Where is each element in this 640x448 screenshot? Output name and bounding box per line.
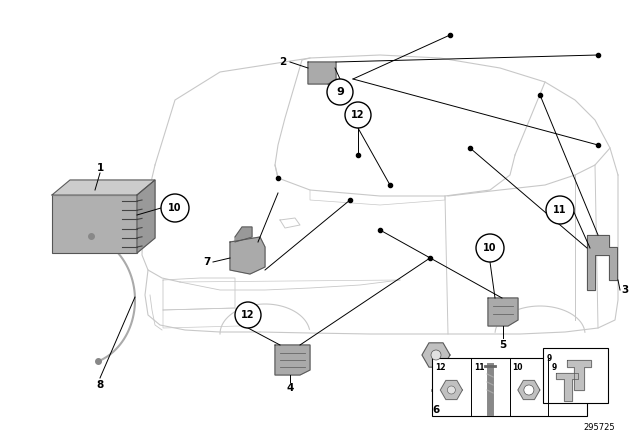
Circle shape bbox=[431, 350, 441, 360]
Text: 10: 10 bbox=[168, 203, 182, 213]
Polygon shape bbox=[137, 180, 155, 253]
Circle shape bbox=[345, 102, 371, 128]
Text: 12: 12 bbox=[435, 363, 445, 372]
Text: 6: 6 bbox=[433, 405, 440, 415]
Circle shape bbox=[524, 385, 534, 395]
Polygon shape bbox=[556, 373, 578, 401]
Circle shape bbox=[447, 386, 456, 394]
Text: 8: 8 bbox=[97, 380, 104, 390]
Text: 12: 12 bbox=[351, 110, 365, 120]
Text: 11: 11 bbox=[474, 363, 484, 372]
Polygon shape bbox=[518, 380, 540, 400]
Text: 295725: 295725 bbox=[584, 423, 615, 432]
Polygon shape bbox=[52, 180, 155, 195]
Circle shape bbox=[327, 79, 353, 105]
Circle shape bbox=[235, 302, 261, 328]
Polygon shape bbox=[328, 80, 336, 92]
Bar bbox=[543, 348, 608, 403]
Circle shape bbox=[161, 194, 189, 222]
Polygon shape bbox=[587, 235, 617, 290]
Text: 2: 2 bbox=[280, 57, 287, 67]
Polygon shape bbox=[567, 361, 591, 391]
Polygon shape bbox=[422, 343, 450, 367]
Polygon shape bbox=[440, 380, 462, 400]
Polygon shape bbox=[488, 298, 518, 326]
Text: 1: 1 bbox=[97, 163, 104, 173]
Text: 5: 5 bbox=[499, 340, 507, 350]
Text: 9: 9 bbox=[551, 363, 557, 372]
Polygon shape bbox=[230, 237, 265, 274]
Bar bbox=[432, 358, 587, 416]
Text: 9: 9 bbox=[336, 87, 344, 97]
Text: 10: 10 bbox=[513, 363, 523, 372]
Text: 4: 4 bbox=[286, 383, 294, 393]
Text: 12: 12 bbox=[241, 310, 255, 320]
Polygon shape bbox=[235, 227, 252, 242]
Text: 9: 9 bbox=[547, 354, 552, 363]
Text: 3: 3 bbox=[621, 285, 628, 295]
Bar bbox=[52, 195, 137, 253]
Circle shape bbox=[476, 234, 504, 262]
Polygon shape bbox=[308, 62, 336, 84]
Polygon shape bbox=[275, 345, 310, 375]
Circle shape bbox=[546, 196, 574, 224]
Text: 11: 11 bbox=[553, 205, 567, 215]
Text: 7: 7 bbox=[204, 257, 211, 267]
Text: 10: 10 bbox=[483, 243, 497, 253]
